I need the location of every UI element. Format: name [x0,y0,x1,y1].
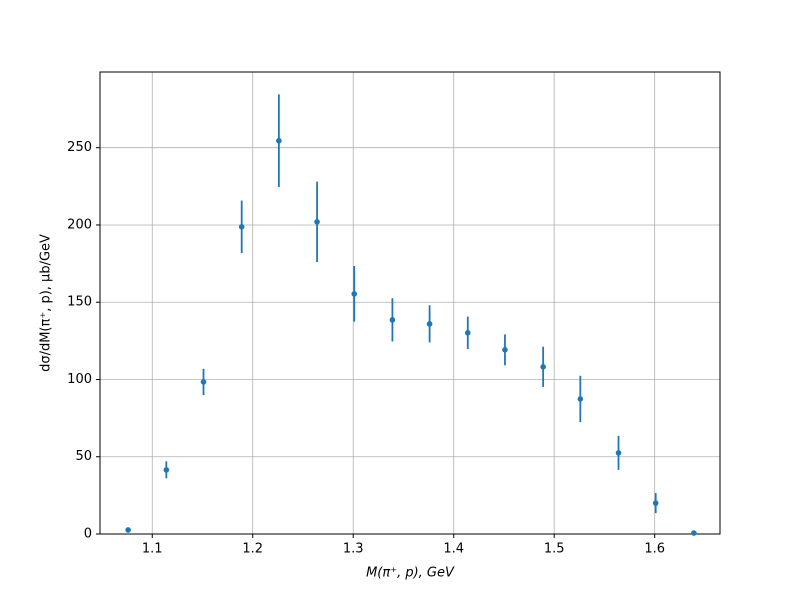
plot-frame [99,71,721,535]
data-point [652,500,659,506]
x-axis-label: M(π⁺, p), GeV [366,566,455,581]
data-point [426,321,433,327]
y-tick-label: 250 [67,140,92,155]
y-tick-label: 200 [67,217,92,232]
data-point [540,364,546,370]
data-point [502,347,508,353]
data-point [163,467,170,473]
data-point [200,379,207,385]
data-point [276,137,282,144]
data-point [615,450,622,456]
data-point [389,317,396,323]
x-tick-label: 1.1 [142,542,163,557]
data-point [314,219,320,225]
y-tick-label: 150 [67,295,92,310]
y-tick-label: 100 [67,372,92,387]
x-tick-label: 1.2 [242,542,263,557]
y-axis-label: dσ/dM(π⁺, p), μb/GeV [39,234,54,372]
data-point [351,291,358,297]
x-tick-label: 1.5 [544,542,565,557]
x-tick-label: 1.4 [443,542,464,557]
data-point [577,396,584,402]
x-tick-label: 1.6 [644,542,665,557]
x-tick-label: 1.3 [343,542,364,557]
y-tick-label: 50 [75,449,92,464]
data-point [125,527,131,533]
data-point [691,530,697,536]
data-point [238,224,245,230]
data-point [464,330,471,336]
y-tick-label: 0 [84,527,92,542]
